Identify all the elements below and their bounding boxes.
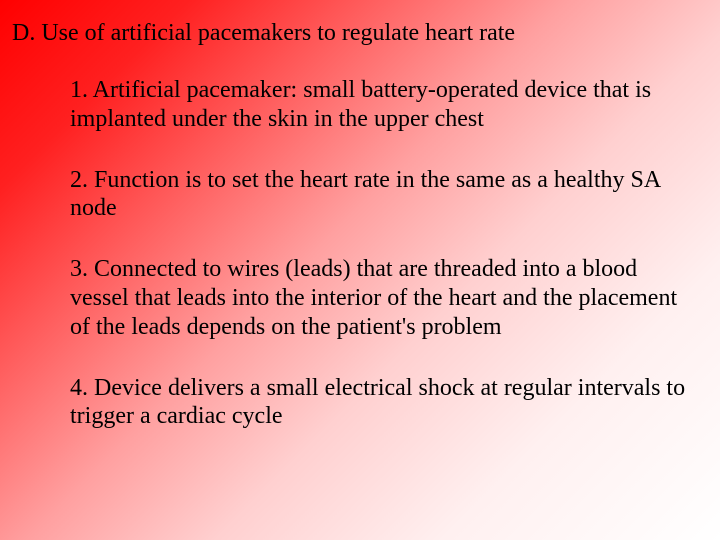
list-item: 1. Artificial pacemaker: small battery-o… <box>70 76 692 134</box>
list-item: 3. Connected to wires (leads) that are t… <box>70 255 692 341</box>
list-item: 4. Device delivers a small electrical sh… <box>70 374 692 432</box>
section-heading: D. Use of artificial pacemakers to regul… <box>12 18 692 48</box>
slide: D. Use of artificial pacemakers to regul… <box>0 0 720 540</box>
list-item: 2. Function is to set the heart rate in … <box>70 166 692 224</box>
